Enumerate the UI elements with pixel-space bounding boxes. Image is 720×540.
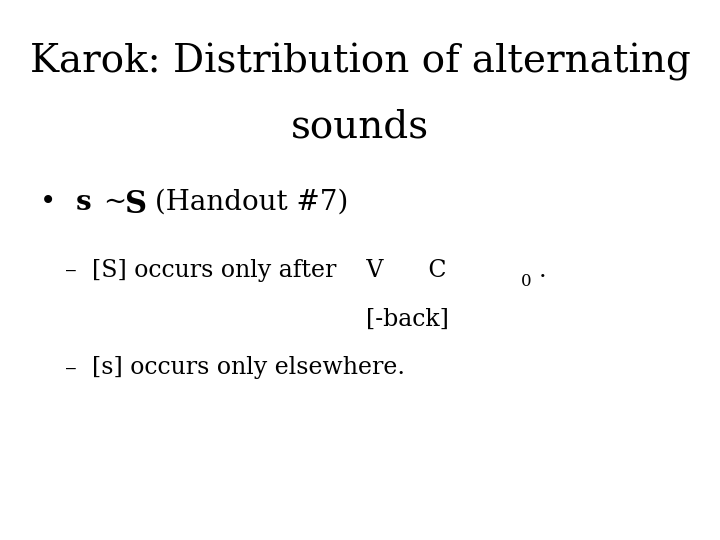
Text: sounds: sounds — [291, 108, 429, 145]
Text: [s] occurs only elsewhere.: [s] occurs only elsewhere. — [92, 356, 405, 380]
Text: –: – — [65, 259, 76, 282]
Text: 0: 0 — [521, 273, 531, 289]
Text: [S] occurs only after    V      C: [S] occurs only after V C — [92, 259, 446, 282]
Text: .: . — [539, 259, 546, 282]
Text: S: S — [125, 189, 147, 220]
Text: (Handout #7): (Handout #7) — [146, 189, 348, 216]
Text: [-back]: [-back] — [366, 308, 449, 331]
Text: s: s — [76, 189, 91, 216]
Text: Karok: Distribution of alternating: Karok: Distribution of alternating — [30, 43, 690, 81]
Text: •: • — [40, 189, 56, 216]
Text: –: – — [65, 356, 76, 380]
Text: ~: ~ — [95, 189, 136, 216]
